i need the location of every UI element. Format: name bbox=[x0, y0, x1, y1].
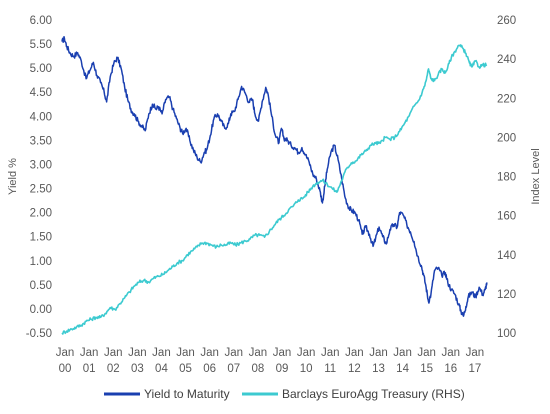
left-tick-label: 5.50 bbox=[30, 39, 52, 51]
right-tick-label: 140 bbox=[497, 250, 516, 262]
x-tick-year: 04 bbox=[155, 363, 168, 375]
x-tick-month: Jan bbox=[249, 347, 268, 359]
right-axis-ticks: 260 240 220 200 180 160 140 120 100 bbox=[497, 15, 516, 340]
x-tick-year: 16 bbox=[444, 363, 457, 375]
left-tick-label: -0.50 bbox=[26, 328, 52, 340]
right-tick-label: 100 bbox=[497, 328, 516, 340]
series-layer bbox=[61, 35, 488, 335]
x-tick-year: 06 bbox=[203, 363, 216, 375]
right-tick-label: 160 bbox=[497, 211, 516, 223]
x-tick-month: Jan bbox=[369, 347, 388, 359]
x-tick-year: 10 bbox=[300, 363, 313, 375]
legend: Yield to Maturity Barclays EuroAgg Treas… bbox=[104, 387, 465, 401]
x-tick-year: 11 bbox=[324, 363, 336, 375]
x-tick-month: Jan bbox=[128, 347, 147, 359]
x-tick-year: 09 bbox=[276, 363, 289, 375]
left-axis-title: Yield % bbox=[7, 158, 19, 195]
x-tick-year: 14 bbox=[396, 363, 409, 375]
x-tick-year: 07 bbox=[227, 363, 240, 375]
left-tick-label: 5.00 bbox=[30, 63, 52, 75]
x-tick-month: Jan bbox=[104, 347, 123, 359]
x-tick-month: Jan bbox=[345, 347, 364, 359]
right-tick-label: 180 bbox=[497, 172, 516, 184]
left-tick-label: 3.50 bbox=[30, 135, 52, 147]
x-tick-month: Jan bbox=[417, 347, 436, 359]
x-tick-month: Jan bbox=[297, 347, 316, 359]
x-tick-month: Jan bbox=[273, 347, 292, 359]
x-tick-year: 17 bbox=[469, 363, 482, 375]
left-tick-label: 6.00 bbox=[30, 15, 52, 27]
x-tick-year: 15 bbox=[420, 363, 433, 375]
left-tick-label: 1.00 bbox=[30, 256, 52, 268]
x-tick-year: 12 bbox=[348, 363, 361, 375]
left-tick-label: 4.50 bbox=[30, 87, 52, 99]
x-tick-month: Jan bbox=[200, 347, 219, 359]
left-tick-label: 2.50 bbox=[30, 184, 52, 196]
left-tick-label: 0.00 bbox=[30, 304, 52, 316]
x-tick-month: Jan bbox=[321, 347, 340, 359]
x-tick-year: 00 bbox=[59, 363, 72, 375]
right-tick-label: 240 bbox=[497, 54, 516, 66]
right-axis-title: Index Level bbox=[530, 148, 542, 204]
x-tick-year: 13 bbox=[372, 363, 385, 375]
x-tick-year: 05 bbox=[179, 363, 192, 375]
x-tick-month: Jan bbox=[466, 347, 485, 359]
left-tick-label: 2.00 bbox=[30, 208, 52, 220]
legend-label-index: Barclays EuroAgg Treasury (RHS) bbox=[282, 387, 465, 401]
left-axis-ticks: 6.00 5.50 5.00 4.50 4.00 3.50 3.00 2.50 2.00 1.50… bbox=[26, 15, 52, 340]
left-tick-label: 0.50 bbox=[30, 280, 52, 292]
left-tick-label: 3.00 bbox=[30, 159, 52, 171]
x-tick-month: Jan bbox=[152, 347, 171, 359]
x-tick-year: 01 bbox=[83, 363, 96, 375]
x-tick-month: Jan bbox=[56, 347, 75, 359]
x-tick-year: 08 bbox=[252, 363, 265, 375]
legend-label-yield: Yield to Maturity bbox=[144, 387, 230, 401]
x-tick-year: 02 bbox=[107, 363, 120, 375]
series-line-yield bbox=[61, 35, 488, 317]
x-tick-month: Jan bbox=[80, 347, 99, 359]
x-tick-month: Jan bbox=[176, 347, 195, 359]
x-axis-ticks: Jan 00 Jan 01 Jan 02 Jan 03 Jan 04 Jan 05 Jan 06 Jan 07… bbox=[56, 347, 484, 375]
x-tick-month: Jan bbox=[442, 347, 461, 359]
x-tick-month: Jan bbox=[225, 347, 244, 359]
left-tick-label: 4.00 bbox=[30, 111, 52, 123]
series-line-index bbox=[61, 44, 488, 335]
right-tick-label: 200 bbox=[497, 132, 516, 144]
right-tick-label: 220 bbox=[497, 93, 516, 105]
x-tick-year: 03 bbox=[131, 363, 144, 375]
left-tick-label: 1.50 bbox=[30, 232, 52, 244]
right-tick-label: 260 bbox=[497, 15, 516, 27]
right-tick-label: 120 bbox=[497, 289, 516, 301]
x-tick-month: Jan bbox=[393, 347, 412, 359]
